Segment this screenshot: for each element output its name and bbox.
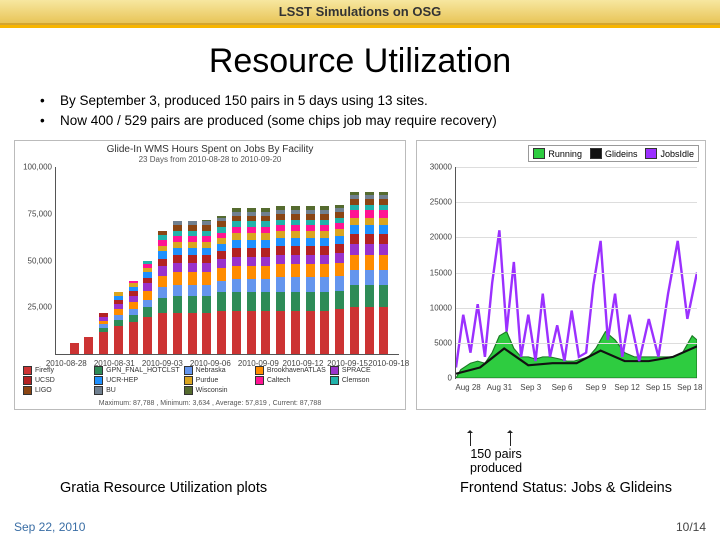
left-footnote: Maximum: 87,788 , Minimum: 3,634 , Avera… (15, 400, 405, 407)
gratia-chart: Glide-In WMS Hours Spent on Jobs By Faci… (14, 140, 406, 410)
slide-header: LSST Simulations on OSG (0, 0, 720, 25)
jobsidle-series (456, 230, 697, 367)
footer-page: 10/14 (676, 520, 706, 534)
accent-bar (0, 25, 720, 28)
arrow-1 (470, 432, 471, 446)
slide-title: Resource Utilization (0, 42, 720, 81)
bullet-2: Now 400 / 529 pairs are produced (some c… (60, 111, 497, 131)
bullet-list: •By September 3, produced 150 pairs in 5… (40, 91, 690, 130)
right-caption: Frontend Status: Jobs & Glideins (460, 480, 672, 496)
left-chart-title: Glide-In WMS Hours Spent on Jobs By Faci… (15, 141, 405, 155)
bullet-1: By September 3, produced 150 pairs in 5 … (60, 91, 428, 111)
frontend-chart: RunningGlideinsJobsIdle 0500010000150002… (416, 140, 706, 410)
left-legend: FireflyGPN_FNAL_HOTCLSTNebraskaBrookhave… (23, 366, 397, 395)
footer-date: Sep 22, 2010 (14, 520, 85, 534)
right-legend: RunningGlideinsJobsIdle (528, 145, 699, 162)
left-plot-area: 25,00050,00075,000100,0002010-08-282010-… (55, 167, 399, 355)
left-caption: Gratia Resource Utilization plots (60, 480, 267, 496)
caption-row: Gratia Resource Utilization plots Fronte… (0, 480, 720, 496)
annotation-text: 150 pairsproduced (470, 447, 522, 476)
charts-row: Glide-In WMS Hours Spent on Jobs By Faci… (14, 140, 706, 410)
slide-footer: Sep 22, 2010 10/14 (0, 520, 720, 534)
right-plot-area: 050001000015000200002500030000Aug 28Aug … (455, 167, 697, 379)
arrow-2 (510, 432, 511, 446)
left-chart-subtitle: 23 Days from 2010-08-28 to 2010-09-20 (15, 155, 405, 164)
